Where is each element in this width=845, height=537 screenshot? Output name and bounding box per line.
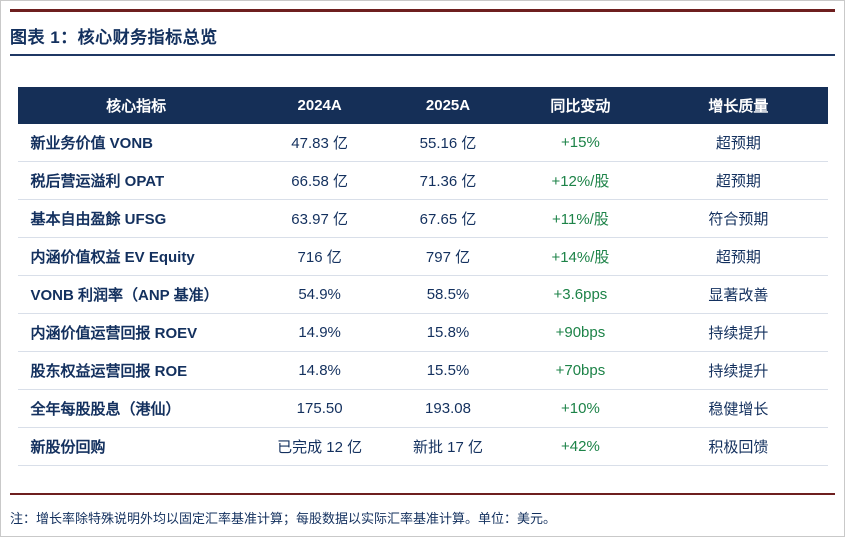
- top-rule: [10, 9, 835, 12]
- value-2025-cell: 15.8%: [384, 313, 512, 352]
- indicator-cell: 新股份回购: [17, 427, 255, 466]
- table-row: 内涵价值权益 EV Equity 716 亿 797 亿 +14%/股 超预期: [17, 237, 828, 276]
- table-row: 税后营运溢利 OPAT 66.58 亿 71.36 亿 +12%/股 超预期: [17, 161, 828, 200]
- indicator-cell: 内涵价值权益 EV Equity: [17, 237, 255, 276]
- value-2024-cell: 14.8%: [254, 351, 385, 390]
- growth-quality-cell: 显著改善: [649, 275, 828, 314]
- yoy-change-cell: +10%: [511, 389, 650, 428]
- value-2025-cell: 55.16 亿: [384, 124, 512, 162]
- indicator-cell: VONB 利润率（ANP 基准）: [17, 275, 255, 314]
- col-header-2025a: 2025A: [384, 87, 512, 124]
- yoy-change-cell: +12%/股: [511, 161, 650, 200]
- table-row: 新业务价值 VONB 47.83 亿 55.16 亿 +15% 超预期: [17, 124, 828, 162]
- indicator-cell: 股东权益运营回报 ROE: [17, 351, 255, 390]
- yoy-change-cell: +15%: [511, 124, 650, 162]
- col-header-indicator: 核心指标: [17, 87, 255, 124]
- growth-quality-cell: 积极回馈: [649, 427, 828, 466]
- value-2024-cell: 47.83 亿: [254, 124, 385, 162]
- footnote: 注：增长率除特殊说明外均以固定汇率基准计算；每股数据以实际汇率基准计算。单位：美…: [10, 511, 557, 526]
- indicator-cell: 基本自由盈餘 UFSG: [17, 199, 255, 238]
- indicator-cell: 税后营运溢利 OPAT: [17, 161, 255, 200]
- value-2025-cell: 67.65 亿: [384, 199, 512, 238]
- growth-quality-cell: 持续提升: [649, 351, 828, 390]
- title-underline: [10, 54, 835, 56]
- value-2024-cell: 716 亿: [254, 237, 385, 276]
- col-header-growth-quality: 增长质量: [649, 87, 828, 124]
- value-2024-cell: 63.97 亿: [254, 199, 385, 238]
- table-row: 内涵价值运营回报 ROEV 14.9% 15.8% +90bps 持续提升: [17, 313, 828, 352]
- yoy-change-cell: +11%/股: [511, 199, 650, 238]
- col-header-yoy-change: 同比变动: [511, 87, 650, 124]
- indicator-cell: 新业务价值 VONB: [17, 124, 255, 162]
- growth-quality-cell: 稳健增长: [649, 389, 828, 428]
- growth-quality-cell: 持续提升: [649, 313, 828, 352]
- chart-title: 图表 1：核心财务指标总览: [10, 28, 218, 47]
- value-2024-cell: 175.50: [254, 389, 385, 428]
- yoy-change-cell: +3.6pps: [511, 275, 650, 314]
- value-2025-cell: 58.5%: [384, 275, 512, 314]
- table-row: VONB 利润率（ANP 基准） 54.9% 58.5% +3.6pps 显著改…: [17, 275, 828, 314]
- value-2025-cell: 新批 17 亿: [384, 427, 512, 466]
- yoy-change-cell: +42%: [511, 427, 650, 466]
- value-2024-cell: 54.9%: [254, 275, 385, 314]
- yoy-change-cell: +14%/股: [511, 237, 650, 276]
- table-header-row: 核心指标 2024A 2025A 同比变动 增长质量: [17, 87, 828, 124]
- table-row: 新股份回购 已完成 12 亿 新批 17 亿 +42% 积极回馈: [17, 427, 828, 466]
- yoy-change-cell: +90bps: [511, 313, 650, 352]
- yoy-change-cell: +70bps: [511, 351, 650, 390]
- indicator-cell: 内涵价值运营回报 ROEV: [17, 313, 255, 352]
- value-2024-cell: 已完成 12 亿: [254, 427, 385, 466]
- indicator-cell: 全年每股股息（港仙）: [17, 389, 255, 428]
- value-2025-cell: 71.36 亿: [384, 161, 512, 200]
- notes-divider: [10, 493, 835, 495]
- col-header-2024a: 2024A: [254, 87, 385, 124]
- financial-indicators-table: 核心指标 2024A 2025A 同比变动 增长质量 新业务价值 VONB 47…: [17, 87, 828, 466]
- growth-quality-cell: 超预期: [649, 161, 828, 200]
- value-2025-cell: 797 亿: [384, 237, 512, 276]
- value-2024-cell: 14.9%: [254, 313, 385, 352]
- table-row: 基本自由盈餘 UFSG 63.97 亿 67.65 亿 +11%/股 符合预期: [17, 199, 828, 238]
- table-row: 股东权益运营回报 ROE 14.8% 15.5% +70bps 持续提升: [17, 351, 828, 390]
- table-row: 全年每股股息（港仙） 175.50 193.08 +10% 稳健增长: [17, 389, 828, 428]
- value-2024-cell: 66.58 亿: [254, 161, 385, 200]
- growth-quality-cell: 超预期: [649, 124, 828, 162]
- value-2025-cell: 193.08: [384, 389, 512, 428]
- growth-quality-cell: 超预期: [649, 237, 828, 276]
- value-2025-cell: 15.5%: [384, 351, 512, 390]
- growth-quality-cell: 符合预期: [649, 199, 828, 238]
